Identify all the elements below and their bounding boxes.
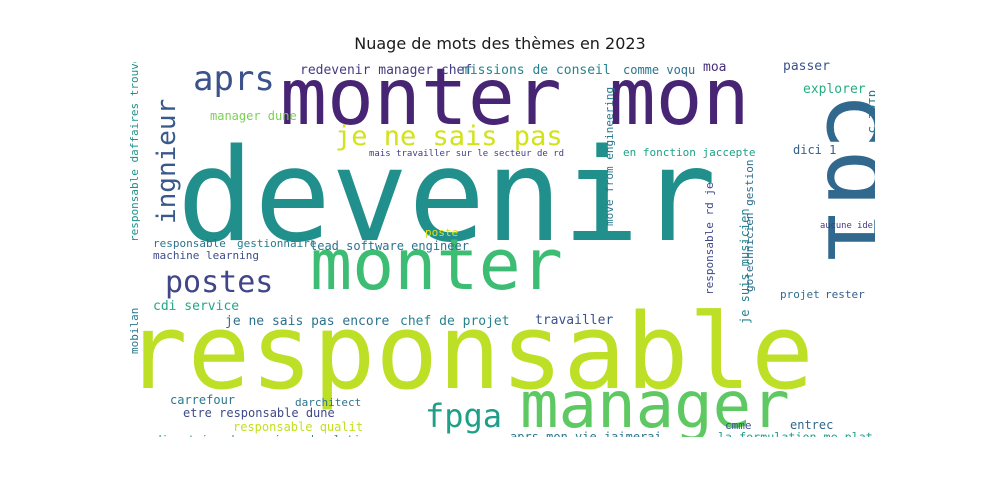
cloud-word-manager: manager [520,369,790,437]
cloud-word-la-formulation-me-plat: la formulation me plat [718,430,873,437]
cloud-word-missions-de-conseil: missions de conseil [462,63,611,78]
cloud-word-aprs-mon-vie-jaimerai: aprs mon-vie jaimerai [510,430,662,437]
chart-title: Nuage de mots des thèmes en 2023 [354,34,646,53]
cloud-word-mais-travailler-sur-le-secteur-de-rd: mais travailler sur le secteur de rd [369,149,564,159]
cloud-word-darchitect: darchitect [295,396,361,409]
cloud-word-mobilan: mobilan [128,308,141,354]
cloud-word-je-suis-musicien: je suis musicien [738,208,752,324]
cloud-word-comme-voqu: comme voqu [623,63,695,77]
cloud-word-directrice-de-service-rd-volution: directrice de service rd volution [155,433,374,437]
cloud-word-machine-learning: machine learning [153,249,259,262]
cloud-word-responsable: responsable [153,237,226,250]
cloud-word-ingnieur: ingnieur [152,99,182,224]
cloud-word-entrec: entrec [790,418,833,432]
cloud-word-responsable-qualit: responsable qualit [233,420,363,434]
cloud-word-lead-software-engineer: lead software engineer [310,239,469,253]
cloud-word-etre-responsable-dune: etre responsable dune [183,406,335,420]
cloud-word-je-suis-en-recherche-applique: je suis en recherche applique [874,95,875,322]
cloud-word-redevenir-manager-chef: redevenir manager chef [300,63,472,78]
cloud-word-cdi: cdi [805,92,875,265]
cloud-word-dici-5: dici 5 [866,90,875,133]
cloud-word-monter-mon: monter mon [280,62,750,143]
cloud-word-poste: poste [425,226,458,239]
cloud-word-gotechnicien-gestion: gotechnicien gestion [743,160,756,292]
cloud-word-rester: rester [825,288,865,301]
cloud-word-move-from-engineering: move from engineering [603,87,616,226]
cloud-word-passer: passer [783,62,830,74]
cloud-word-aprs: aprs [193,62,275,99]
cloud-word-monter: monter [310,224,563,306]
cloud-word-devenir: devenir [177,122,716,271]
cloud-word-projet: projet [780,288,820,301]
cloud-word-gestionnaire: gestionnaire [237,237,316,250]
cloud-word-je-ne-sais-pas-encore: je ne sais pas encore [225,314,390,329]
cloud-word-responsable-daffaires-trouver: responsable daffaires trouver [128,62,141,242]
cloud-word-manager-dune: manager dune [210,109,297,123]
cloud-word-moa: moa [703,62,726,75]
cloud-word-aucune-ide: aucune ide [820,221,873,231]
cloud-word-carrefour: carrefour [170,393,235,407]
cloud-word-responsable: responsable [125,291,814,413]
cloud-word-travailler: travailler [535,313,613,328]
cloud-word-chef-de-projet: chef de projet [400,314,510,329]
cloud-word-explorer: explorer [803,82,866,97]
cloud-word-responsable-rd-je: responsable rd je [703,182,716,295]
cloud-word-cmme: cmme [725,419,752,432]
cloud-word-en-fonction-jaccepte: en fonction jaccepte [623,146,755,159]
cloud-word-je-ne-sais-pas: je ne sais pas [335,121,563,152]
cloud-word-dici-1: dici 1 [793,143,836,157]
cloud-word-cdi-service: cdi service [153,299,239,314]
cloud-word-fpga: fpga [425,397,502,435]
cloud-word-postes: postes [165,265,273,300]
